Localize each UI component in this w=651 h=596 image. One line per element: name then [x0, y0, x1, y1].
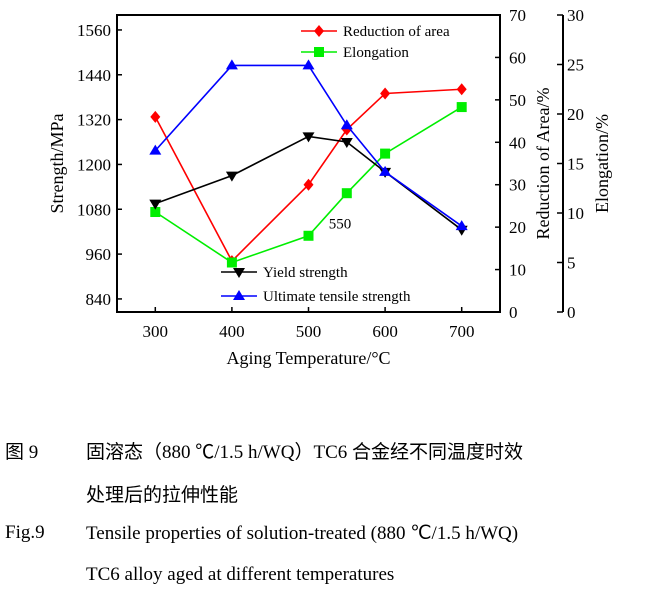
data-point	[150, 110, 161, 123]
y-left-tick-label: 1080	[77, 200, 111, 219]
x-tick-label: 700	[449, 322, 475, 341]
legend-marker	[314, 47, 324, 57]
caption-en-line2: TC6 alloy aged at different temperatures	[86, 564, 395, 585]
y-left-tick-label: 960	[86, 245, 112, 264]
y-right2-axis-label: Elongation/%	[592, 114, 612, 213]
data-point	[340, 119, 353, 130]
y-left-tick-label: 1560	[77, 21, 111, 40]
y-right1-axis-label: Reduction of Area/%	[533, 88, 553, 240]
y-right2-tick-label: 5	[567, 254, 576, 273]
data-point	[455, 220, 468, 231]
y-left-tick-label: 840	[86, 290, 112, 309]
y-right1-tick-label: 70	[509, 6, 526, 25]
caption-cn-label: 图 9	[5, 442, 39, 463]
y-left-tick-label: 1440	[77, 66, 111, 85]
data-point	[456, 83, 467, 96]
data-point	[340, 138, 353, 149]
x-tick-label: 300	[143, 322, 169, 341]
caption-cn-line2: 处理后的拉伸性能	[86, 485, 239, 506]
series-line-1	[154, 106, 463, 264]
data-point	[226, 257, 237, 268]
data-point	[225, 59, 238, 70]
x-tick-label: 400	[219, 322, 245, 341]
y-right1-tick-label: 30	[509, 176, 526, 195]
data-point	[149, 144, 162, 155]
caption-cn-line1: 固溶态（880 ℃/1.5 h/WQ）TC6 合金经不同温度时效	[86, 442, 523, 463]
y-right2-tick-label: 30	[567, 6, 584, 25]
legend-marker	[233, 290, 245, 300]
data-point	[380, 87, 391, 100]
y-right1-tick-label: 20	[509, 218, 526, 237]
data-point	[456, 102, 467, 113]
y-right2-tick-label: 20	[567, 105, 584, 124]
legend-label: Yield strength	[263, 265, 348, 281]
data-point	[380, 148, 391, 159]
data-point	[303, 230, 314, 241]
y-left-axis-label: Strength/MPa	[47, 113, 67, 213]
data-point	[379, 165, 392, 176]
y-right1-tick-label: 10	[509, 261, 526, 280]
legend-label: Elongation	[343, 45, 409, 61]
y-right2-tick-label: 10	[567, 204, 584, 223]
y-right1-tick-label: 0	[509, 303, 518, 322]
data-point	[302, 132, 315, 143]
y-left-tick-label: 1200	[77, 155, 111, 174]
legend-marker	[314, 25, 324, 37]
annotation: 550	[329, 217, 352, 233]
caption-en-label: Fig.9	[5, 522, 45, 543]
y-right2-tick-label: 15	[567, 155, 584, 174]
y-right1-tick-label: 40	[509, 133, 526, 152]
data-point	[225, 171, 238, 182]
series-line-0	[154, 88, 462, 263]
data-point	[150, 207, 161, 218]
data-point	[341, 188, 352, 199]
y-left-tick-label: 1320	[77, 111, 111, 130]
data-point	[149, 199, 162, 210]
legend-marker	[233, 268, 245, 278]
y-right2-tick-label: 0	[567, 303, 576, 322]
legend-label: Reduction of area	[343, 24, 450, 40]
chart: 300 400 500 600 7008409601080120013201440156…	[47, 6, 612, 368]
series-line-3	[154, 64, 463, 227]
y-right1-tick-label: 60	[509, 48, 526, 67]
data-point	[303, 178, 314, 191]
data-point	[302, 59, 315, 70]
caption-en-line1: Tensile properties of solution-treated (…	[86, 523, 519, 544]
legend-label: Ultimate tensile strength	[263, 289, 411, 305]
y-right1-tick-label: 50	[509, 91, 526, 110]
y-right2-tick-label: 25	[567, 56, 584, 75]
x-axis-label: Aging Temperature/°C	[226, 348, 390, 368]
x-tick-label: 600	[372, 322, 398, 341]
x-tick-label: 500	[296, 322, 322, 341]
